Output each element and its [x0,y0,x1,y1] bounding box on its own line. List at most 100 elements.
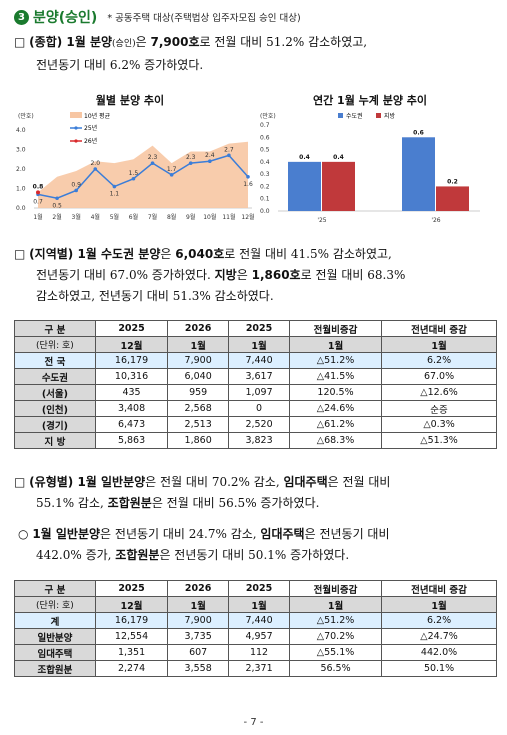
header-cell: 12월 [94,336,169,353]
local-label: 지방 [214,268,237,282]
series-line-25 [37,154,249,200]
header-cell: 1월 [228,596,290,613]
section-number: 3 [14,9,29,25]
page-number: - 7 - [243,717,264,728]
data-point-25 [93,167,98,171]
table-cell: 16,179 [94,612,169,629]
table-cell: 56.5% [288,660,383,677]
x-tick-label: 4월 [91,213,100,221]
table-cell: 7,440 [228,352,290,369]
table-cell: 16,179 [94,352,169,369]
bar-value-label: 0.4 [299,154,310,161]
data-label-25: 0.9 [71,181,81,188]
x-axis: 1월 2월 3월 4월 5월 6월 7월 8월 9월 10월 11월 12월 [33,213,254,221]
table-cell: 순증 [381,400,497,417]
data-label-25: 2.0 [90,160,100,167]
table-row: 일반분양 12,554 3,735 4,957 △70.2% △24.7% [14,628,497,645]
regional-paragraph: □ (지역별) 1월 수도권 분양은 6,040호로 전월 대비 41.5% 감… [14,244,498,307]
legend-swatch-capital [338,113,343,118]
text: 은 전월 대비 70.2% 감소, [145,475,284,489]
header-cell: 전년대비 증감 [381,580,497,597]
summary-paragraph: □ (종합) 1월 분양(승인)은 7,900호로 전월 대비 51.2% 감소… [14,32,498,76]
text: 은 전년동기 대비 50.1% 증가하였다. [159,548,350,562]
x-tick-label: 9월 [186,213,195,221]
monthly-chart-title: 월별 분양 추이 [95,94,165,107]
y-tick-label: 0.0 [260,208,270,215]
text-line: 442.0% 증가, 조합원분은 전년동기 대비 50.1% 증가하였다. [14,545,498,566]
summary-sub: (승인) [112,39,136,49]
table-cell: △24.6% [288,400,383,417]
table-cell: 7,900 [167,352,230,369]
row-label: (서울) [14,384,96,401]
table-cell: △12.6% [381,384,497,401]
section-header: 3 분양(승인) * 공동주택 대상(주택법상 입주자모집 승인 대상) [14,7,301,27]
legend-swatch-avg [70,112,82,118]
type-paragraph: □ (유형별) 1월 일반분양은 전월 대비 70.2% 감소, 임대주택은 전… [14,472,498,514]
local-value: 1,860호 [251,268,301,282]
series-26: 0.8 [33,183,43,195]
table-row: 지 방 5,863 1,860 3,823 △68.3% △51.3% [14,432,497,449]
table-row: 수도권 10,316 6,040 3,617 △41.5% 67.0% [14,368,497,385]
table-row: (경기) 6,473 2,513 2,520 △61.2% △0.3% [14,416,497,433]
x-tick-label: '26 [431,217,440,224]
header-cell: 1월 [288,596,383,613]
table-row: 조합원분 2,274 3,558 2,371 56.5% 50.1% [14,660,497,677]
table-cell: △51.2% [288,612,383,629]
y-tick-label: 0.3 [260,171,270,178]
table-row: 계 16,179 7,900 7,440 △51.2% 6.2% [14,612,497,629]
data-label-25: 1.5 [129,170,139,177]
bars: 0.4 0.4 0.6 0.2 [288,129,469,211]
table-cell: 67.0% [381,368,497,385]
table-cell: 112 [228,644,290,661]
header-cell: 2025 [228,580,290,597]
table-cell: 3,558 [167,660,230,677]
text: 은 [236,268,252,282]
header-cell: 1월 [228,336,290,353]
avg-area-shape [38,141,248,208]
member-label: 조합원분 [107,496,152,510]
header-cell: 2025 [94,320,169,337]
header-cell: 1월 [381,336,497,353]
y-tick-label: 0.0 [16,205,26,212]
header-cell: 1월 [167,336,230,353]
table-cell: 2,371 [228,660,290,677]
text: 442.0% 증가, [36,548,116,562]
legend-swatch-local [376,113,381,118]
x-tick-label: 2월 [52,213,61,221]
table-cell: 6,040 [167,368,230,385]
table-cell: △70.2% [288,628,383,645]
table-cell: △41.5% [288,368,383,385]
bar-capital [402,137,435,211]
x-tick-label: '25 [317,217,326,224]
data-label-25: 2.3 [148,154,158,161]
text: 전년동기 대비 67.0% 증가하였다. [36,268,215,282]
table-header-row: (단위: 호) 12월 1월 1월 1월 1월 [14,596,497,613]
monthly-supply-chart: (만호) 10년 평균 25년 26년 0.01.02.03.04.0 0.70… [16,112,254,221]
legend-label-avg: 10년 평균 [84,112,111,120]
text-line: 55.1% 감소, 조합원분은 전월 대비 56.5% 증가하였다. [14,493,498,514]
type-label: (유형별) 1월 일반분양 [29,475,146,489]
data-point-26 [36,190,40,195]
legend-marker-25 [74,126,78,130]
table-cell: 1,860 [167,432,230,449]
regional-table: 구 분 2025 2026 2025 전월비증감 전년대비 증감 (단위: 호)… [14,320,497,449]
rental-label: 임대주택 [283,475,328,489]
table-cell: △61.2% [288,416,383,433]
table-cell: 435 [94,384,169,401]
table-cell: 2,274 [94,660,169,677]
text: 은 전년동기 대비 [304,527,390,541]
series-25: 0.7 0.5 0.9 2.0 1.1 1.5 2.3 1.7 2.3 2.4 2.7 1.6 [33,146,253,209]
regional-label: (지역별) 1월 수도권 분양 [29,247,161,261]
table-cell: △24.7% [381,628,497,645]
text: 55.1% 감소, [36,496,108,510]
data-point-25 [188,161,193,165]
general-label: 1월 일반분양 [32,527,101,541]
text-line: 전년동기 대비 67.0% 증가하였다. 지방은 1,860호로 전월 대비 6… [14,265,498,286]
text: 전년동기 대비 6.2% 증가하였다. [36,58,204,72]
x-tick-label: 1월 [33,213,42,221]
header-cell: 1월 [288,336,383,353]
type-table: 구 분 2025 2026 2025 전월비증감 전년대비 증감 (단위: 호)… [14,580,497,677]
yoy-paragraph: ○ 1월 일반분양은 전년동기 대비 24.7% 감소, 임대주택은 전년동기 … [14,524,498,566]
table-cell: 1,351 [94,644,169,661]
table-cell: △55.1% [288,644,383,661]
